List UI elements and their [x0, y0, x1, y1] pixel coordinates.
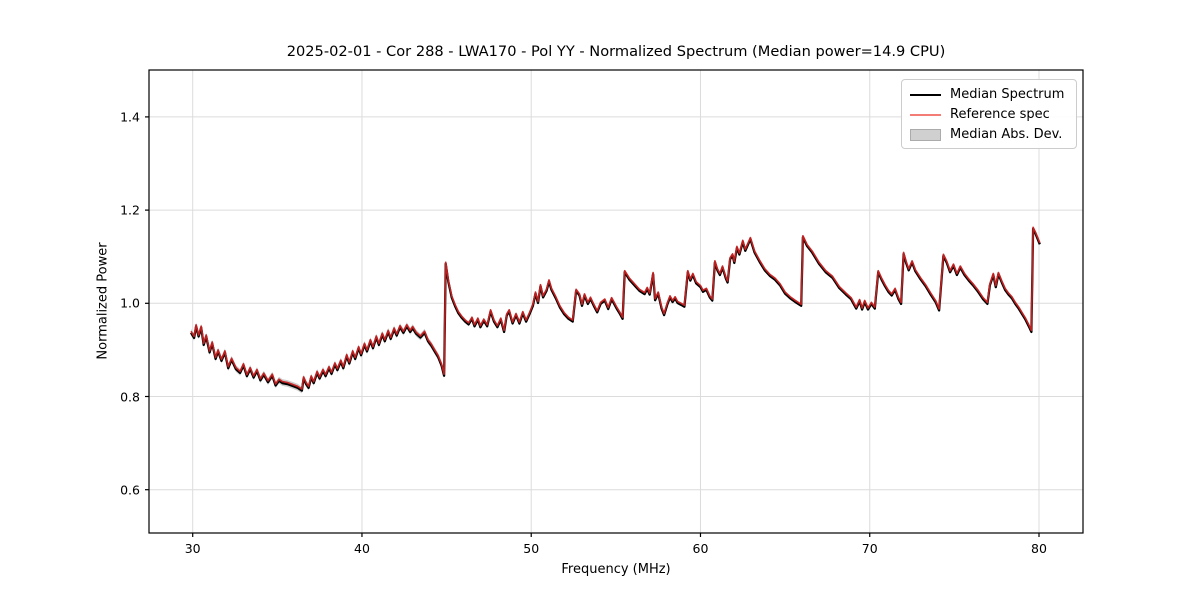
- y-tick-label-0.8: 0.8: [120, 389, 140, 404]
- axes-spines: [148, 69, 1084, 534]
- x-tick-label-70: 70: [861, 541, 878, 556]
- x-tick-label-60: 60: [692, 541, 709, 556]
- x-tick-label-40: 40: [354, 541, 370, 556]
- chart-title: 2025-02-01 - Cor 288 - LWA170 - Pol YY -…: [286, 43, 946, 60]
- x-tick-label-30: 30: [184, 541, 201, 556]
- legend-label-median-spectrum: Median Spectrum: [950, 87, 1065, 102]
- legend-label-reference-spec: Reference spec: [950, 107, 1050, 122]
- x-tick-label-50: 50: [523, 541, 540, 556]
- legend-item-median-spectrum: Median Spectrum: [910, 87, 1067, 102]
- y-tick-label-0.6: 0.6: [120, 482, 140, 498]
- legend: Median Spectrum Reference spec Median Ab…: [901, 79, 1077, 149]
- median-spectrum-line-icon: [910, 93, 941, 96]
- median-spectrum-line: [190, 227, 1041, 392]
- x-tick-label-80: 80: [1031, 541, 1047, 556]
- legend-item-median-abs-dev: Median Abs. Dev.: [910, 127, 1067, 142]
- reference-spec-line: [190, 226, 1041, 390]
- y-tick-label-1.2: 1.2: [120, 202, 140, 218]
- legend-label-median-abs-dev: Median Abs. Dev.: [950, 127, 1063, 142]
- y-tick-label-1.0: 1.0: [120, 295, 140, 311]
- mad-band: [191, 226, 1040, 394]
- reference-spec-line-icon: [910, 113, 941, 116]
- legend-item-reference-spec: Reference spec: [910, 107, 1067, 122]
- median-abs-dev-patch-icon: [910, 128, 941, 141]
- y-tick-label-1.4: 1.4: [120, 109, 140, 125]
- x-axis-label: Frequency (MHz): [561, 562, 671, 577]
